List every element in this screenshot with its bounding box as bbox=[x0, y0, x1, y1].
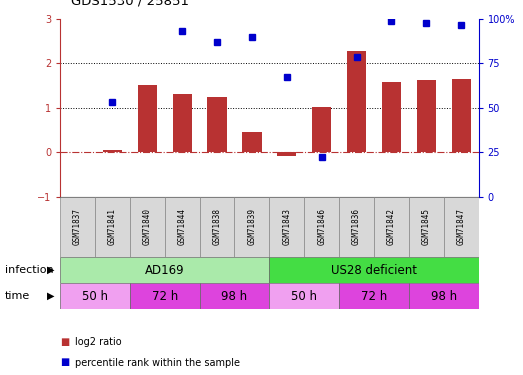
Bar bbox=[409, 197, 444, 257]
Bar bbox=[304, 197, 339, 257]
Bar bbox=[339, 197, 374, 257]
Bar bbox=[173, 94, 192, 152]
Text: 72 h: 72 h bbox=[152, 290, 178, 303]
Text: time: time bbox=[5, 291, 30, 301]
Bar bbox=[60, 257, 269, 283]
Bar bbox=[60, 197, 95, 257]
Bar bbox=[382, 82, 401, 152]
Bar bbox=[339, 283, 409, 309]
Bar bbox=[95, 197, 130, 257]
Text: 72 h: 72 h bbox=[361, 290, 387, 303]
Bar bbox=[269, 257, 479, 283]
Bar bbox=[374, 197, 409, 257]
Text: GSM71839: GSM71839 bbox=[247, 209, 256, 245]
Text: 50 h: 50 h bbox=[291, 290, 317, 303]
Text: ▶: ▶ bbox=[48, 291, 55, 301]
Text: 98 h: 98 h bbox=[221, 290, 247, 303]
Bar bbox=[444, 197, 479, 257]
Bar bbox=[130, 283, 200, 309]
Text: GDS1530 / 25851: GDS1530 / 25851 bbox=[71, 0, 189, 8]
Text: ■: ■ bbox=[60, 337, 70, 347]
Bar bbox=[347, 51, 366, 152]
Bar bbox=[409, 283, 479, 309]
Bar bbox=[277, 152, 297, 156]
Text: infection: infection bbox=[5, 265, 54, 275]
Text: GSM71845: GSM71845 bbox=[422, 209, 431, 245]
Text: log2 ratio: log2 ratio bbox=[75, 337, 121, 347]
Bar bbox=[234, 197, 269, 257]
Bar bbox=[451, 79, 471, 152]
Text: 98 h: 98 h bbox=[430, 290, 457, 303]
Text: GSM71847: GSM71847 bbox=[457, 209, 465, 245]
Text: GSM71840: GSM71840 bbox=[143, 209, 152, 245]
Text: GSM71841: GSM71841 bbox=[108, 209, 117, 245]
Bar bbox=[200, 197, 234, 257]
Bar bbox=[242, 132, 262, 152]
Bar bbox=[200, 283, 269, 309]
Text: GSM71846: GSM71846 bbox=[317, 209, 326, 245]
Text: AD169: AD169 bbox=[145, 264, 185, 276]
Bar bbox=[417, 80, 436, 152]
Bar bbox=[312, 107, 331, 152]
Text: GSM71843: GSM71843 bbox=[282, 209, 291, 245]
Bar bbox=[165, 197, 200, 257]
Text: percentile rank within the sample: percentile rank within the sample bbox=[75, 357, 240, 368]
Bar bbox=[269, 197, 304, 257]
Text: GSM71836: GSM71836 bbox=[352, 209, 361, 245]
Bar bbox=[208, 97, 226, 152]
Bar bbox=[60, 283, 130, 309]
Text: US28 deficient: US28 deficient bbox=[331, 264, 417, 276]
Text: 50 h: 50 h bbox=[82, 290, 108, 303]
Text: GSM71842: GSM71842 bbox=[387, 209, 396, 245]
Text: ■: ■ bbox=[60, 357, 70, 368]
Bar bbox=[130, 197, 165, 257]
Bar bbox=[269, 283, 339, 309]
Bar bbox=[103, 150, 122, 152]
Text: GSM71844: GSM71844 bbox=[178, 209, 187, 245]
Text: ▶: ▶ bbox=[48, 265, 55, 275]
Text: GSM71838: GSM71838 bbox=[212, 209, 222, 245]
Bar bbox=[138, 85, 157, 152]
Text: GSM71837: GSM71837 bbox=[73, 209, 82, 245]
